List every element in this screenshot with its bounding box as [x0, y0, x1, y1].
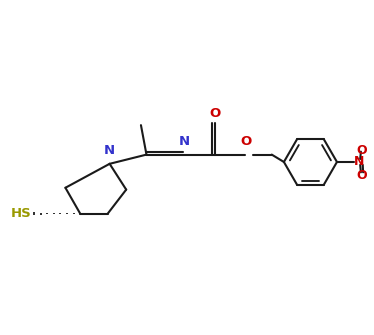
Text: N: N [354, 155, 364, 169]
Text: O: O [240, 135, 251, 148]
Text: O: O [356, 144, 367, 157]
Text: N: N [103, 144, 114, 157]
Text: O: O [356, 170, 367, 183]
Text: N: N [178, 135, 190, 148]
Text: HS: HS [10, 207, 31, 220]
Text: O: O [209, 107, 221, 120]
